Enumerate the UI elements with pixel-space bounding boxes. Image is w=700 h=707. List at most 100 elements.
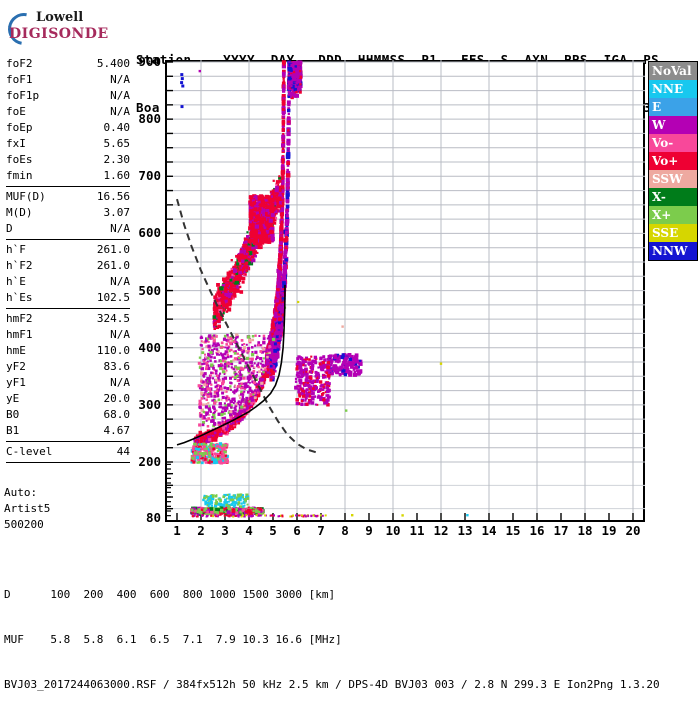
parameter-name: foF2 [6,56,33,72]
legend-item-sse[interactable]: SSE [649,224,697,242]
x-tick-label: 9 [358,524,380,538]
parameter-group-divider [6,186,130,187]
y-tick-label: 80 [127,512,161,524]
x-tick-label: 8 [334,524,356,538]
parameter-name: h`F2 [6,258,33,274]
footer-file-row: BVJ03_2017244063000.RSF / 384fx512h 50 k… [4,677,660,692]
parameter-row: MUF(D)16.56 [4,189,132,205]
parameter-name: yF2 [6,359,26,375]
x-tick-label: 19 [598,524,620,538]
parameter-name: fmin [6,168,33,184]
parameter-name: M(D) [6,205,33,221]
parameter-name: fxI [6,136,26,152]
x-tick-label: 20 [622,524,644,538]
parameter-row: M(D)3.07 [4,205,132,221]
parameter-name: B1 [6,423,19,439]
lowell-digisonde-logo: Lowell DIGISONDE [6,8,126,48]
parameter-name: foEp [6,120,33,136]
parameter-group-divider [6,441,130,442]
logo-brand-top: Lowell [36,10,83,25]
x-tick-label: 6 [286,524,308,538]
y-tick-label: 600 [127,227,161,239]
y-tick-label: 400 [127,342,161,354]
ionogram-plot [165,60,645,522]
parameter-name: foEs [6,152,33,168]
echo-scatter-points [180,60,469,517]
parameter-name: MUF(D) [6,189,46,205]
parameter-name: foE [6,104,26,120]
autoscaler-line: Artist5 [4,501,50,517]
parameter-group-divider [6,462,130,463]
parameter-name: h`E [6,274,26,290]
parameter-name: B0 [6,407,19,423]
x-tick-label: 4 [238,524,260,538]
legend-item-nnw[interactable]: NNW [649,242,697,260]
parameter-name: yF1 [6,375,26,391]
parameter-name: foF1p [6,88,39,104]
y-tick-label: 300 [127,399,161,411]
parameter-name: h`Es [6,290,33,306]
plot-canvas [165,60,645,522]
parameter-name: yE [6,391,19,407]
parameter-group-divider [6,239,130,240]
legend-item-x[interactable]: X- [649,188,697,206]
x-tick-label: 12 [430,524,452,538]
x-tick-label: 5 [262,524,284,538]
x-tick-label: 17 [550,524,572,538]
x-tick-label: 13 [454,524,476,538]
logo-brand-bottom: DIGISONDE [9,26,109,42]
legend-item-vo[interactable]: Vo+ [649,152,697,170]
y-tick-label: 200 [127,456,161,468]
legend-item-noval[interactable]: NoVal [649,62,697,80]
legend-item-vo[interactable]: Vo- [649,134,697,152]
parameter-name: foF1 [6,72,33,88]
parameter-group-divider [6,308,130,309]
y-tick-label: 900 [127,56,161,68]
x-tick-label: 18 [574,524,596,538]
legend-item-e[interactable]: E [649,98,697,116]
parameter-name: hmF1 [6,327,33,343]
y-tick-label: 700 [127,170,161,182]
legend-item-nne[interactable]: NNE [649,80,697,98]
footer-info: D 100 200 400 600 800 1000 1500 3000 [km… [4,557,660,707]
x-tick-label: 15 [502,524,524,538]
parameter-name: C-level [6,444,52,460]
x-tick-label: 1 [166,524,188,538]
legend-item-ssw[interactable]: SSW [649,170,697,188]
autoscaler-line: Auto: [4,485,50,501]
legend-item-x[interactable]: X+ [649,206,697,224]
legend-item-w[interactable]: W [649,116,697,134]
parameter-name: hmF2 [6,311,33,327]
x-tick-label: 16 [526,524,548,538]
parameter-name: hmE [6,343,26,359]
x-tick-label: 14 [478,524,500,538]
parameter-name: D [6,221,13,237]
x-tick-label: 2 [190,524,212,538]
x-tick-label: 11 [406,524,428,538]
